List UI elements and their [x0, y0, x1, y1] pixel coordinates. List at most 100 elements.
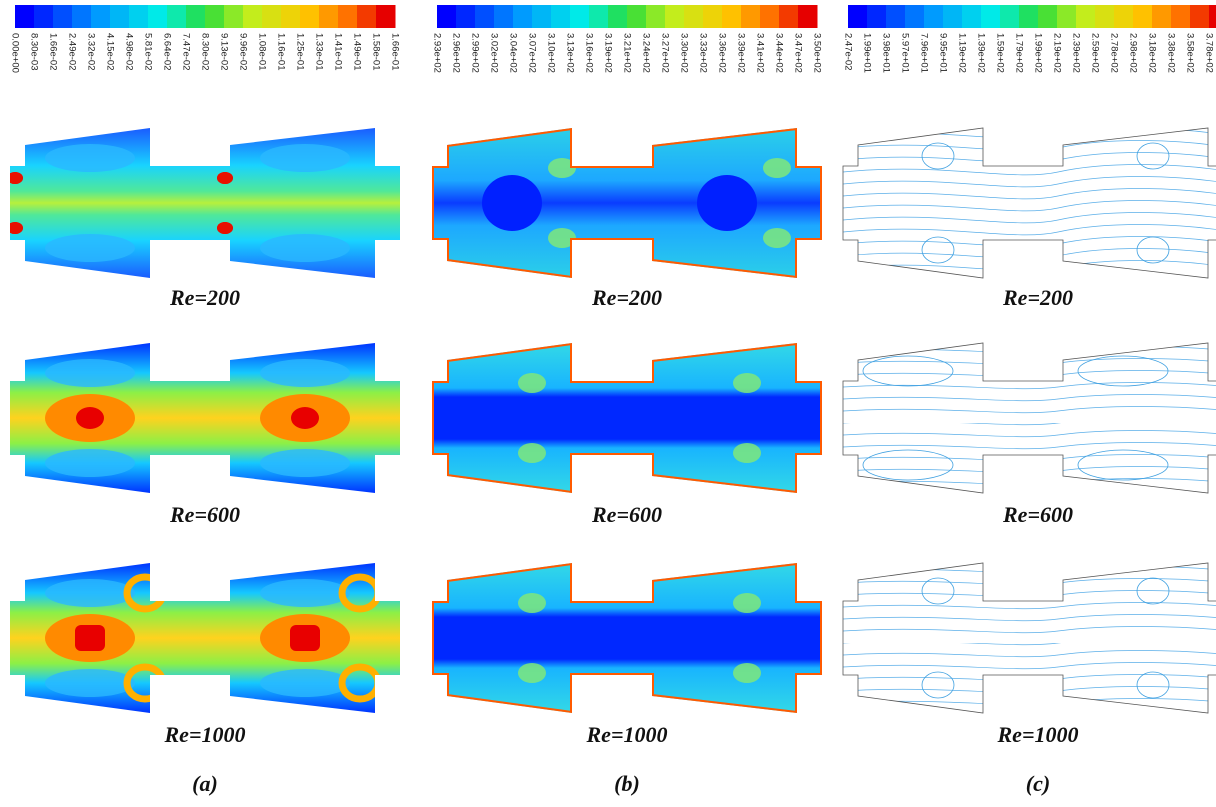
- colorbar-label: 1.99e+01: [861, 33, 872, 73]
- gap: [843, 415, 1216, 423]
- colorbar-swatch: [129, 5, 149, 28]
- warm-eddy: [763, 228, 791, 248]
- hot-spot: [217, 222, 233, 234]
- contour-plot: [10, 563, 400, 713]
- colorbar-swatch: [798, 5, 818, 28]
- colorbar-label: 2.78e+02: [1108, 33, 1119, 73]
- colorbar-label: 1.39e+02: [975, 33, 986, 73]
- colorbar-label: 3.39e+02: [735, 33, 746, 73]
- colorbar-label: 4.15e-02: [104, 33, 115, 71]
- colorbar-swatch: [513, 5, 533, 28]
- colorbar-swatch: [1076, 5, 1096, 28]
- field: [843, 567, 1216, 705]
- colorbar-swatch: [475, 5, 495, 28]
- colorbar-swatch: [1057, 5, 1077, 28]
- colorbar-label: 2.98e+02: [1127, 33, 1138, 73]
- colorbar-swatch: [110, 5, 130, 28]
- caption: Re=200: [1002, 285, 1073, 310]
- colorbar-label: 3.38e+02: [1165, 33, 1176, 73]
- vortex-ring: [1137, 237, 1169, 263]
- colorbar-label: 7.47e-02: [180, 33, 191, 71]
- colorbar-label: 3.58e+02: [1184, 33, 1195, 73]
- colorbar-label: 1.25e-01: [294, 33, 305, 71]
- streamline: [843, 153, 1216, 163]
- colorbar-swatch: [848, 5, 868, 28]
- colorbar-swatch: [1209, 5, 1216, 28]
- colorbar-label: 9.13e-02: [218, 33, 229, 71]
- colorbar-label: 2.96e+02: [450, 33, 461, 73]
- warm-eddy: [518, 373, 546, 393]
- streamline: [843, 407, 1216, 413]
- vortex: [260, 144, 350, 172]
- colorbar-swatch: [34, 5, 54, 28]
- streamline: [843, 225, 1216, 235]
- colorbar-swatch: [1038, 5, 1058, 28]
- colorbar-label: 3.78e+02: [1203, 33, 1214, 73]
- colorbar-swatch: [437, 5, 457, 28]
- colorbar-label: 6.64e-02: [161, 33, 172, 71]
- vortex-ring: [863, 450, 953, 480]
- colorbar-swatch: [15, 5, 35, 28]
- colorbar-swatch: [981, 5, 1001, 28]
- colorbar-label: 1.49e-01: [351, 33, 362, 71]
- colorbar-swatch: [456, 5, 476, 28]
- colorbar-swatch: [589, 5, 609, 28]
- colorbar-swatch: [205, 5, 225, 28]
- vortex: [45, 669, 135, 697]
- streamline: [843, 651, 1216, 657]
- caption: Re=200: [169, 285, 240, 310]
- warm-eddy: [733, 443, 761, 463]
- colorbar-swatch: [551, 5, 571, 28]
- gap: [843, 635, 1216, 643]
- contour-plot: [843, 343, 1216, 493]
- caption: Re=1000: [164, 722, 246, 747]
- colorbar-swatch: [962, 5, 982, 28]
- colorbar-label: 3.10e+02: [545, 33, 556, 73]
- colorbar-swatch: [300, 5, 320, 28]
- warm-eddy: [518, 663, 546, 683]
- colorbar-swatch: [608, 5, 628, 28]
- vortex: [260, 449, 350, 477]
- colorbar-label: 1.19e+02: [956, 33, 967, 73]
- colorbar-swatch: [91, 5, 111, 28]
- contour-plot: [432, 343, 822, 493]
- colorbar-swatch: [532, 5, 552, 28]
- streamline: [843, 467, 1216, 473]
- field: [843, 347, 1216, 485]
- contour-plot: [843, 128, 1216, 278]
- colorbar-swatch: [1019, 5, 1039, 28]
- colorbar-label: 2.47e-02: [842, 33, 853, 71]
- colorbar-label: 8.30e-03: [28, 33, 39, 71]
- colorbar-swatch: [357, 5, 377, 28]
- colorbar-label: 1.99e+02: [1032, 33, 1043, 73]
- warm-eddy: [518, 443, 546, 463]
- colorbar-swatch: [886, 5, 906, 28]
- colorbar-label: 3.36e+02: [716, 33, 727, 73]
- colorbar-swatch: [186, 5, 206, 28]
- colorbar-swatch: [646, 5, 666, 28]
- colorbar-swatch: [494, 5, 514, 28]
- vortex: [45, 579, 135, 607]
- field: [7, 128, 400, 278]
- caption: Re=200: [591, 285, 662, 310]
- colorbar-label: 3.33e+02: [697, 33, 708, 73]
- field: [10, 563, 400, 713]
- streamline: [843, 395, 1216, 401]
- colorbar-label: 3.98e+01: [880, 33, 891, 73]
- colorbar-label: 1.41e-01: [332, 33, 343, 71]
- vortex: [45, 359, 135, 387]
- streamline: [843, 603, 1216, 609]
- colorbar-swatch: [924, 5, 944, 28]
- streamline: [843, 567, 1216, 573]
- streamline: [843, 249, 1216, 259]
- colorbar-label: 3.50e+02: [811, 33, 822, 73]
- colorbar-swatch: [262, 5, 282, 28]
- hot-spot: [76, 407, 104, 429]
- caption: Re=600: [169, 502, 240, 527]
- vortex-ring: [922, 237, 954, 263]
- colorbar-label: 3.30e+02: [678, 33, 689, 73]
- colorbar-swatch: [319, 5, 339, 28]
- colorbar-swatch: [148, 5, 168, 28]
- caption: Re=600: [591, 502, 662, 527]
- field: [10, 343, 400, 493]
